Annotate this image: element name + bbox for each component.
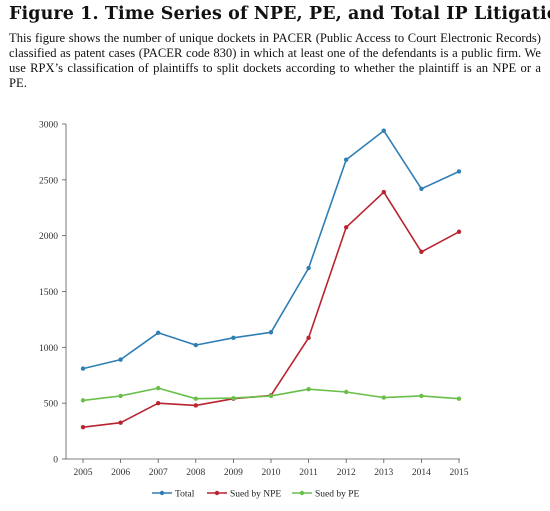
data-point-sued-by-pe [156,385,161,391]
data-point-total [381,128,386,133]
y-tick-label: 3000 [39,121,58,131]
data-point-sued-by-npe [156,400,161,406]
x-tick-label: 2010 [262,468,281,478]
legend-marker-total [159,490,165,496]
chart-axes: 0 500 1000 1500 2000 2500 3000 2005 2006 2007 2008… [39,121,469,479]
x-tick-label: 2014 [412,468,431,478]
data-point-total [118,357,123,362]
data-point-sued-by-npe [193,403,198,408]
data-point-sued-by-pe [344,389,349,395]
data-point-total [80,366,86,371]
x-tick-label: 2005 [74,468,93,478]
data-point-total [419,186,424,191]
x-tick-label: 2008 [186,468,205,478]
data-point-total [306,265,311,271]
x-tick-label: 2013 [374,468,393,478]
figure-caption: This figure shows the number of unique d… [9,31,541,90]
y-tick-label: 0 [53,456,58,466]
data-point-sued-by-pe [193,396,198,401]
data-point-sued-by-pe [306,387,311,392]
series-total [80,128,462,371]
legend-label-sued-by-pe: Sued by PE [315,490,360,500]
chart-series [80,128,462,430]
data-point-sued-by-pe [381,395,386,400]
y-tick-label: 500 [44,400,59,410]
y-tick-label: 1500 [39,288,58,298]
x-tick-label: 2006 [111,468,130,478]
data-point-sued-by-npe [80,424,86,430]
x-tick-label: 2009 [224,468,243,478]
data-point-sued-by-pe [118,393,123,399]
chart-legend: Total Sued by NPE Sued by PE [152,490,360,500]
data-point-sued-by-npe [118,420,123,425]
data-point-total [156,330,161,336]
data-point-sued-by-pe [456,396,462,401]
data-point-sued-by-npe [456,229,462,234]
data-point-sued-by-npe [419,249,424,255]
legend-label-total: Total [175,490,195,500]
x-tick-label: 2012 [337,468,356,478]
data-point-total [231,335,236,341]
x-tick-label: 2015 [450,468,469,478]
legend-marker-sued-by-pe [299,490,305,496]
data-point-total [268,330,274,335]
data-point-sued-by-pe [80,398,86,403]
series-sued-by-npe [80,189,462,430]
legend-marker-sued-by-npe [214,490,220,496]
data-point-total [193,342,198,348]
y-tick-label: 2500 [39,176,58,186]
data-point-sued-by-pe [268,393,274,399]
x-tick-label: 2011 [299,468,318,478]
data-point-sued-by-npe [381,189,386,195]
data-point-sued-by-npe [306,335,311,341]
figure-title: Figure 1. Time Series of NPE, PE, and To… [9,4,550,24]
y-tick-label: 1000 [39,344,58,354]
data-point-sued-by-pe [419,393,424,399]
series-sued-by-pe [80,385,462,403]
legend-label-sued-by-npe: Sued by NPE [230,490,281,500]
data-point-sued-by-pe [231,395,236,401]
data-point-total [344,157,349,162]
y-tick-label: 2000 [39,232,58,242]
data-point-total [456,169,462,174]
data-point-sued-by-npe [344,225,349,230]
x-tick-label: 2007 [149,468,168,478]
